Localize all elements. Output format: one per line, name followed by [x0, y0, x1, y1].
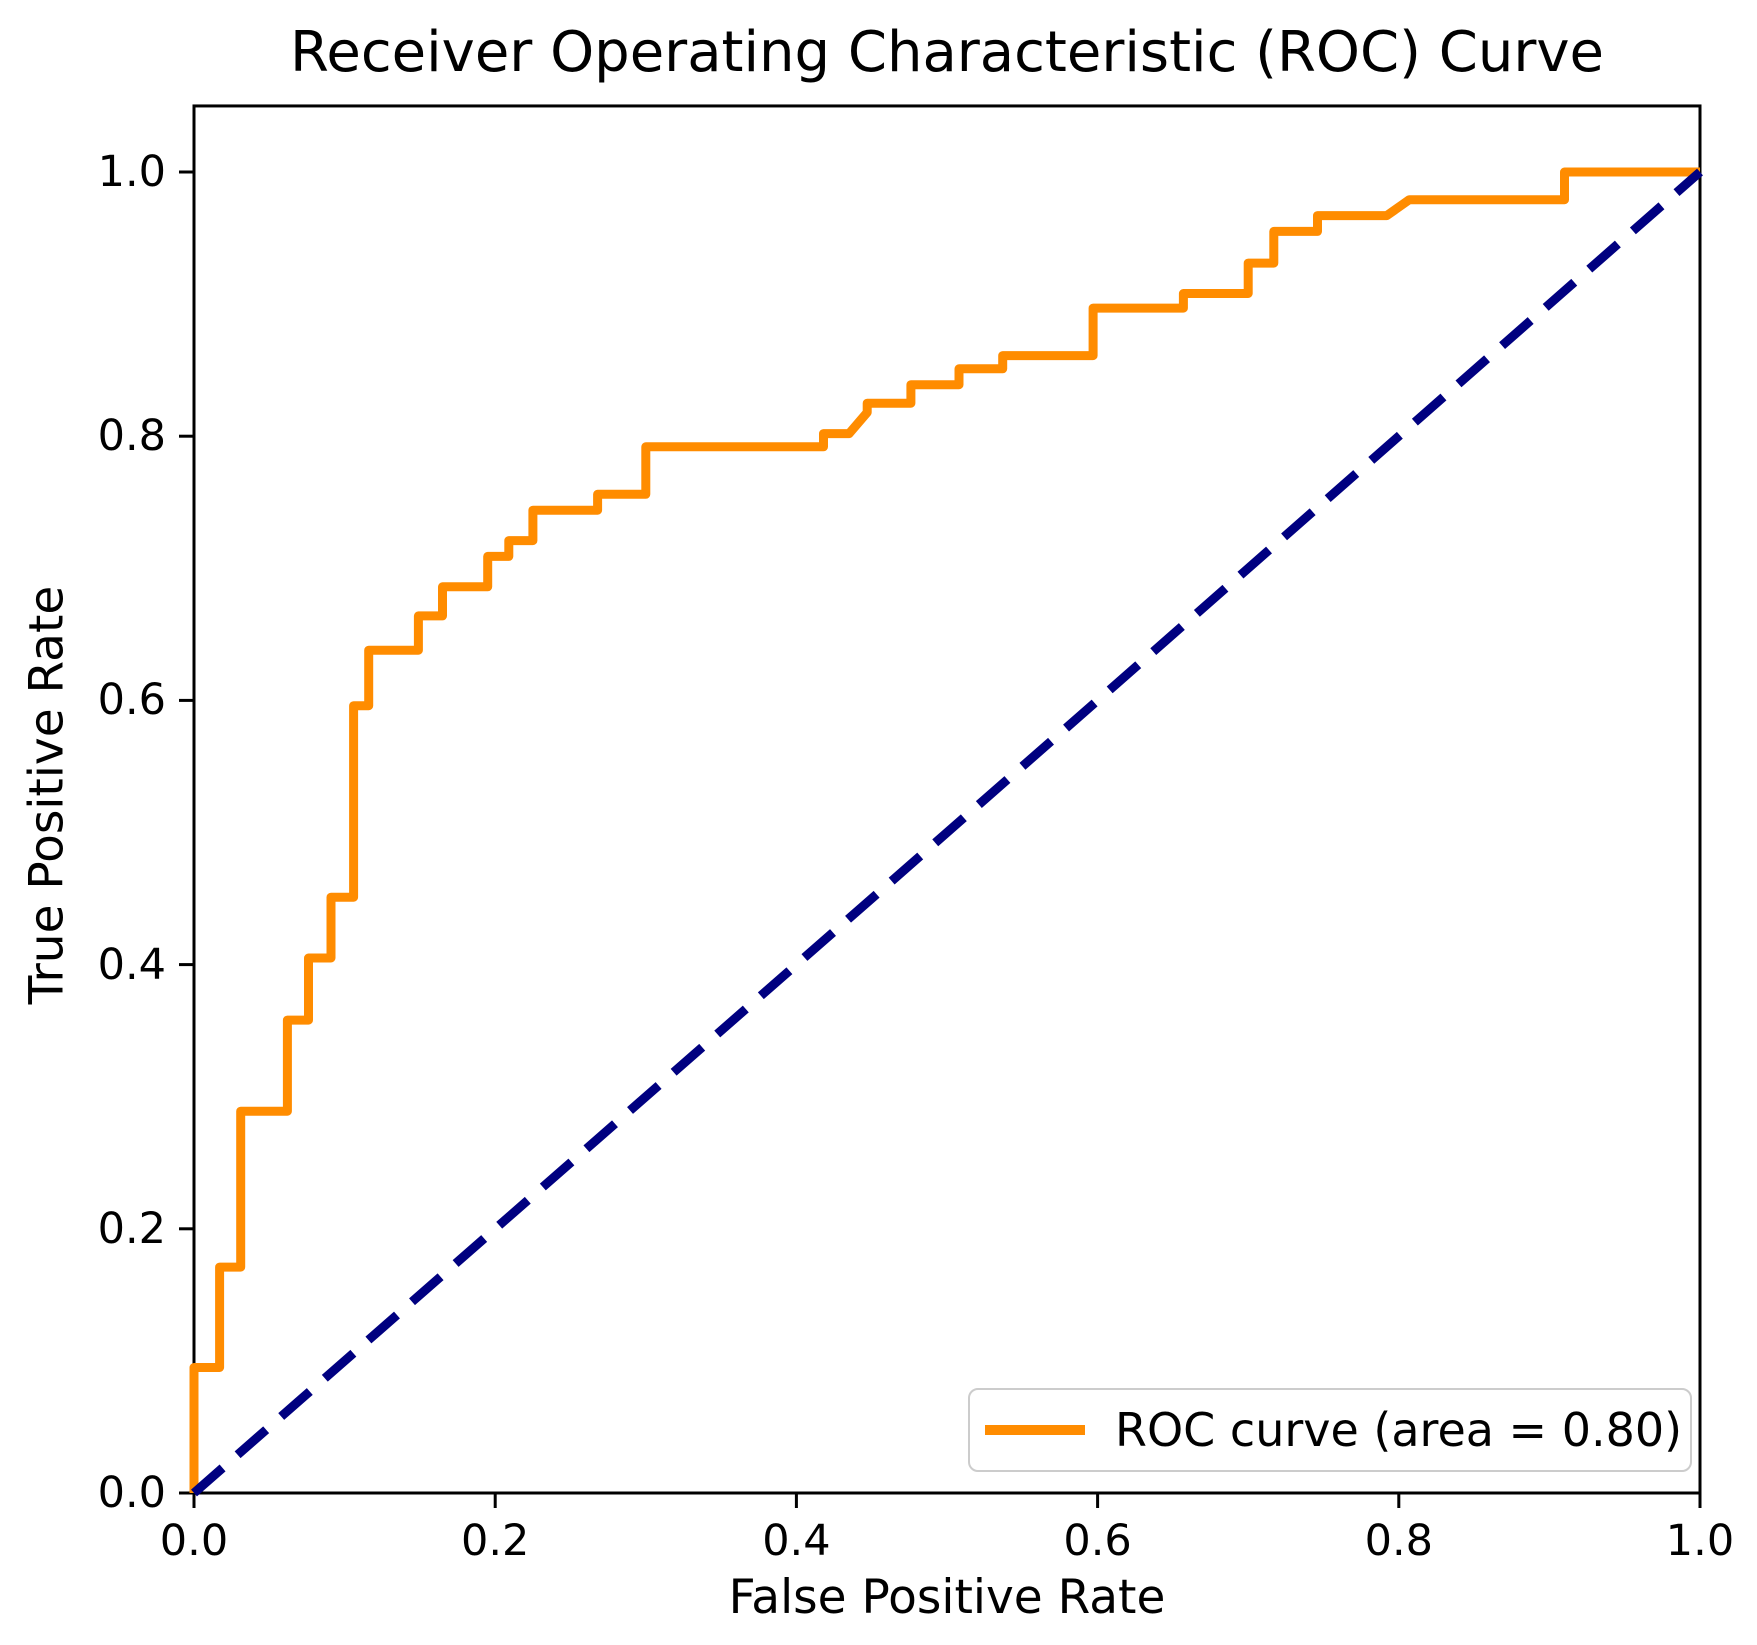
- y-tick-label: 1.0: [97, 147, 166, 197]
- x-tick-label: 0.6: [1063, 1516, 1132, 1566]
- legend-roc-label: ROC curve (area = 0.80): [1115, 1403, 1683, 1457]
- legend-roc-line-sample: [985, 1425, 1085, 1435]
- legend: ROC curve (area = 0.80): [968, 1388, 1692, 1472]
- y-tick-label: 0.6: [97, 675, 166, 726]
- y-tick-label: 0.4: [97, 939, 166, 990]
- chart-title: Receiver Operating Characteristic (ROC) …: [290, 20, 1604, 85]
- roc-curve-line: [189, 167, 1700, 1493]
- y-tick-label: 0.0: [97, 1468, 166, 1518]
- x-tick-label: 0.2: [460, 1516, 530, 1566]
- x-tick-label: 0.4: [762, 1516, 831, 1566]
- plot-border: [192, 104, 1702, 1495]
- chance-diagonal-line: [191, 168, 1703, 1497]
- x-tick-label: 1.0: [1665, 1516, 1735, 1566]
- x-tick-label: 0.8: [1364, 1516, 1433, 1566]
- y-tick-label: 0.2: [97, 1203, 166, 1254]
- x-axis-label: False Positive Rate: [728, 1570, 1166, 1625]
- y-tick-label: 0.8: [97, 411, 166, 462]
- x-tick-label: 0.0: [159, 1516, 229, 1566]
